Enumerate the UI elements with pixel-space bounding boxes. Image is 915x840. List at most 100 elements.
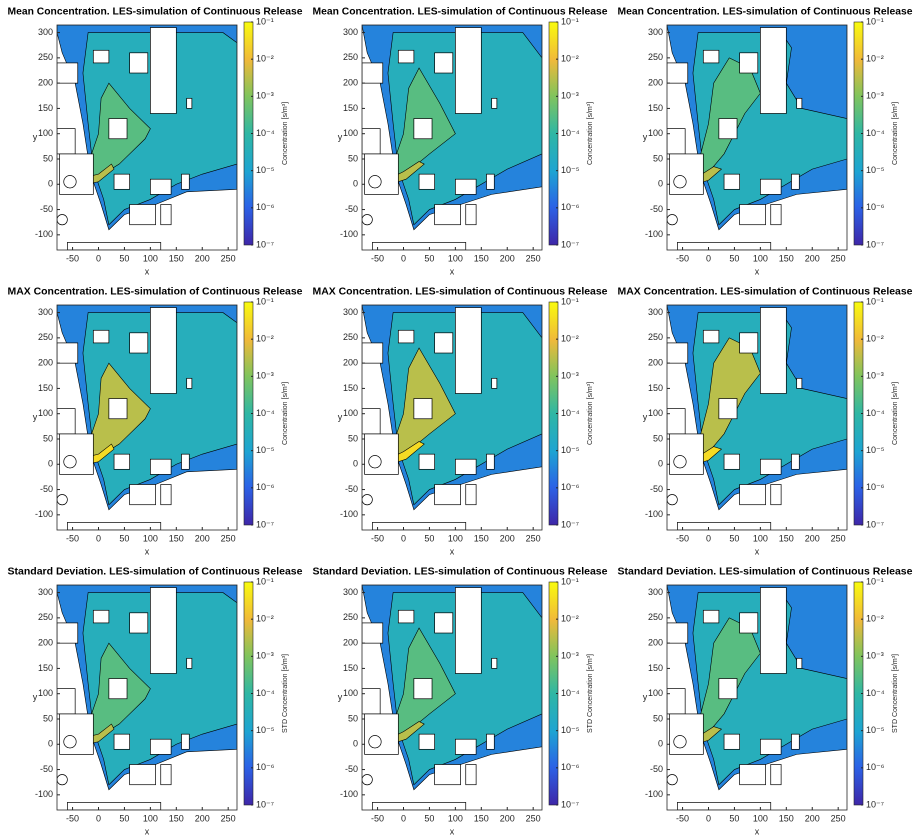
colorbar-tick-label: 10⁻⁷ <box>256 239 274 249</box>
x-tick-label: 250 <box>831 813 846 823</box>
x-tick-label: 200 <box>195 813 210 823</box>
colorbar-tick-label: 10⁻¹ <box>256 16 274 26</box>
panel: Mean Concentration. LES-simulation of Co… <box>313 7 608 277</box>
x-tick-label: -50 <box>66 533 79 543</box>
y-tick-label: 0 <box>658 179 663 189</box>
building <box>57 774 67 784</box>
colorbar-tick-label: 10⁻¹ <box>866 576 884 586</box>
x-axis-label: x <box>450 826 455 836</box>
building <box>667 494 677 504</box>
colorbar-tick-label: 10⁻⁷ <box>866 799 884 809</box>
x-tick-label: 200 <box>805 533 820 543</box>
colorbar-tick-label: 10⁻⁵ <box>256 725 275 735</box>
y-tick-label: 50 <box>653 713 663 723</box>
building <box>455 308 481 394</box>
panel: MAX Concentration. LES-simulation of Con… <box>313 287 608 557</box>
colorbar-label: STD Concentration [s/m³] <box>282 654 289 733</box>
y-tick-label: -100 <box>645 229 663 239</box>
colorbar-tick-label: 10⁻² <box>256 614 274 624</box>
building <box>435 333 453 353</box>
y-tick-label: 300 <box>648 587 663 597</box>
y-tick-label: 300 <box>38 307 53 317</box>
building <box>466 204 476 224</box>
building <box>150 179 171 194</box>
y-tick-label: -50 <box>345 204 358 214</box>
colorbar-tick-label: 10⁻⁷ <box>866 239 884 249</box>
building <box>719 399 737 419</box>
building <box>760 459 781 474</box>
building <box>455 28 481 114</box>
x-tick-label: -50 <box>371 813 384 823</box>
building <box>486 734 494 749</box>
x-tick-label: 50 <box>729 533 739 543</box>
y-axis-label: y <box>33 692 38 702</box>
building <box>791 454 799 469</box>
building <box>466 764 476 784</box>
colorbar-tick-label: 10⁻⁶ <box>256 762 275 772</box>
y-tick-label: 200 <box>648 638 663 648</box>
building <box>109 119 127 139</box>
y-tick-label: 0 <box>353 459 358 469</box>
building <box>60 434 94 474</box>
colorbar-tick-label: 10⁻¹ <box>561 296 579 306</box>
y-axis-label: y <box>33 132 38 142</box>
y-tick-label: -50 <box>345 764 358 774</box>
y-tick-label: 250 <box>38 612 53 622</box>
x-tick-label: 50 <box>119 813 129 823</box>
building <box>362 409 380 434</box>
y-tick-label: 100 <box>648 688 663 698</box>
x-axis-label: x <box>450 266 455 276</box>
colorbar-tick-label: 10⁻⁶ <box>256 202 275 212</box>
y-tick-label: 50 <box>653 433 663 443</box>
building <box>150 28 176 114</box>
colorbar-tick-label: 10⁻⁶ <box>256 482 275 492</box>
building <box>414 119 432 139</box>
building <box>150 308 176 394</box>
building <box>369 736 381 748</box>
building <box>791 734 799 749</box>
building <box>398 610 414 623</box>
y-tick-label: 150 <box>38 663 53 673</box>
building <box>719 679 737 699</box>
building <box>791 174 799 189</box>
building <box>369 176 381 188</box>
x-axis-label: x <box>145 826 150 836</box>
x-tick-label: 50 <box>729 253 739 263</box>
building <box>674 456 686 468</box>
x-tick-label: 0 <box>96 533 101 543</box>
x-tick-label: 0 <box>96 813 101 823</box>
x-axis-label: x <box>755 546 760 556</box>
colorbar-tick-label: 10⁻⁵ <box>256 445 275 455</box>
y-tick-label: 50 <box>348 433 358 443</box>
x-tick-label: 100 <box>753 253 768 263</box>
x-tick-label: 200 <box>500 253 515 263</box>
y-tick-label: 0 <box>48 739 53 749</box>
x-tick-label: 0 <box>706 253 711 263</box>
y-axis-label: y <box>338 132 343 142</box>
building <box>67 802 160 810</box>
y-tick-label: -100 <box>35 789 53 799</box>
building <box>455 459 476 474</box>
building <box>414 399 432 419</box>
building <box>57 409 75 434</box>
building <box>67 242 160 250</box>
building <box>667 623 688 643</box>
y-tick-label: -50 <box>40 204 53 214</box>
building <box>372 802 465 810</box>
plot-area <box>667 305 847 530</box>
x-axis-label: x <box>145 266 150 276</box>
y-tick-label: 200 <box>38 78 53 88</box>
colorbar-tick-label: 10⁻³ <box>866 651 884 661</box>
x-tick-label: 50 <box>119 533 129 543</box>
panel: Standard Deviation. LES-simulation of Co… <box>618 567 913 837</box>
panel: Standard Deviation. LES-simulation of Co… <box>8 567 303 837</box>
y-tick-label: 150 <box>648 663 663 673</box>
building <box>57 623 78 643</box>
y-tick-label: 200 <box>343 78 358 88</box>
building <box>797 658 802 668</box>
x-tick-label: -50 <box>676 253 689 263</box>
y-tick-label: 50 <box>653 153 663 163</box>
y-tick-label: 300 <box>343 27 358 37</box>
y-tick-label: 100 <box>343 688 358 698</box>
colorbar-tick-label: 10⁻¹ <box>561 16 579 26</box>
